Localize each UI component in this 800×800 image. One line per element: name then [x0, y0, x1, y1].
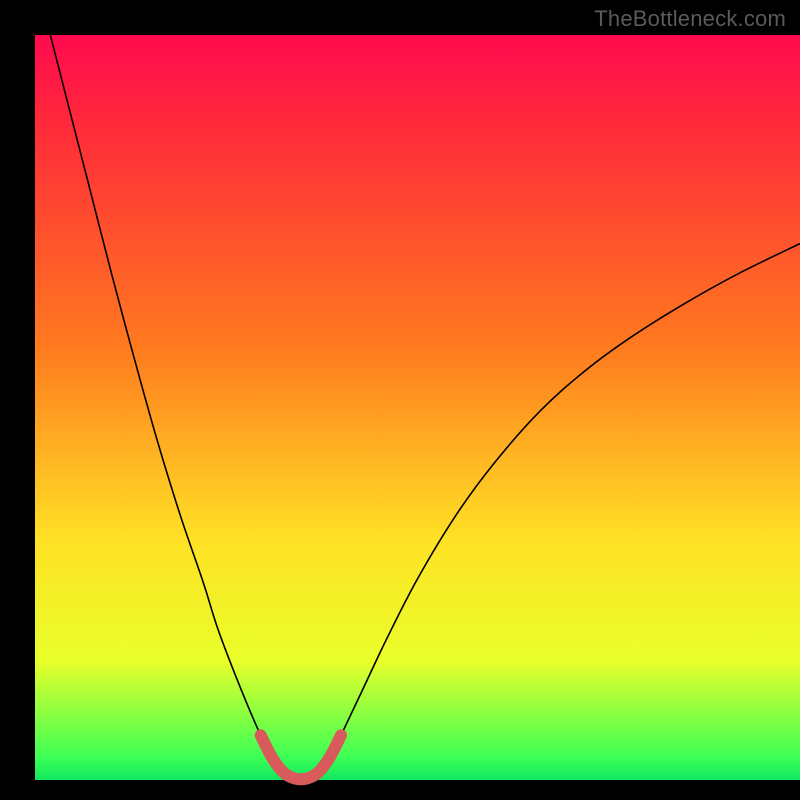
bottleneck-curve	[50, 35, 800, 779]
highlight-segment	[261, 735, 341, 779]
curve-layer	[35, 35, 800, 780]
plot-area	[35, 35, 800, 780]
watermark-text: TheBottleneck.com	[594, 6, 786, 32]
chart-container: TheBottleneck.com	[0, 0, 800, 800]
